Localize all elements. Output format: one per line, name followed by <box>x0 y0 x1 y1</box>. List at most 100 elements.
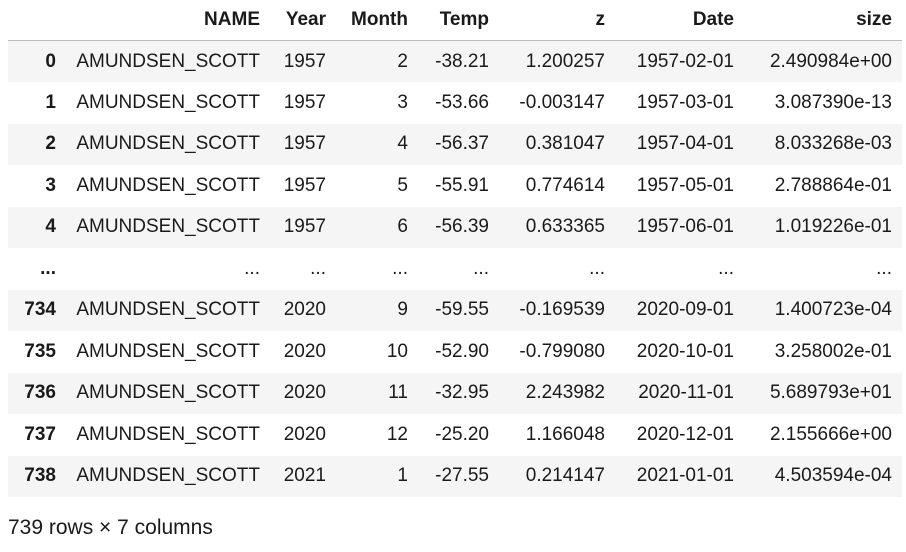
cell-name: AMUNDSEN_SCOTT <box>76 465 260 487</box>
row-index: 0 <box>45 50 56 72</box>
cell-z: 2.243982 <box>525 382 605 404</box>
cell-year: 2020 <box>283 423 326 445</box>
cell-month: 9 <box>397 299 408 321</box>
cell-name: AMUNDSEN_SCOTT <box>76 299 260 321</box>
cell-name: AMUNDSEN_SCOTT <box>76 423 260 445</box>
dataframe-shape-label: 739 rows × 7 columns <box>8 516 213 539</box>
cell-z: -0.169539 <box>519 299 605 321</box>
cell-year: 1957 <box>283 133 326 155</box>
column-header-month: Month <box>336 0 418 41</box>
row-index: 734 <box>24 299 56 321</box>
cell-z: 1.166048 <box>525 423 605 445</box>
cell-name: AMUNDSEN_SCOTT <box>76 133 260 155</box>
table-row: 737 AMUNDSEN_SCOTT 2020 12 -25.20 1.166048 202… <box>8 414 902 456</box>
table-row: 2 AMUNDSEN_SCOTT 1957 4 -56.37 0.381047 1957-0… <box>8 123 902 165</box>
cell-temp: -25.20 <box>435 423 489 445</box>
cell-name: ... <box>244 257 260 279</box>
cell-size: 2.155666e+00 <box>769 423 892 445</box>
cell-month: 11 <box>388 382 408 404</box>
table-row: 1 AMUNDSEN_SCOTT 1957 3 -53.66 -0.003147 1957-… <box>8 82 902 124</box>
cell-z: 1.200257 <box>525 50 605 72</box>
dataframe-table: NAME Year Month Temp z Date size 0 AMUNDS… <box>8 0 902 497</box>
cell-name: AMUNDSEN_SCOTT <box>76 174 260 196</box>
cell-date: 1957-03-01 <box>636 91 734 113</box>
cell-year: 2021 <box>283 465 326 487</box>
row-index: 737 <box>24 423 56 445</box>
cell-year: 2020 <box>283 299 326 321</box>
row-index: 2 <box>45 133 56 155</box>
cell-size: 5.689793e+01 <box>769 382 892 404</box>
cell-temp: -32.95 <box>435 382 489 404</box>
cell-date: 2020-10-01 <box>636 340 734 362</box>
cell-month: 12 <box>386 423 408 445</box>
table-row: 0 AMUNDSEN_SCOTT 1957 2 -38.21 1.200257 1957-0… <box>8 40 902 82</box>
row-index: ... <box>40 257 56 279</box>
cell-name: AMUNDSEN_SCOTT <box>76 382 260 404</box>
cell-date: 2020-11-01 <box>638 382 734 404</box>
cell-size: 3.087390e-13 <box>774 91 892 113</box>
cell-z: -0.003147 <box>519 91 605 113</box>
row-index: 738 <box>24 465 56 487</box>
cell-year: 2020 <box>283 382 326 404</box>
table-row: 738 AMUNDSEN_SCOTT 2021 1 -27.55 0.214147 2021… <box>8 455 902 497</box>
cell-date: 2021-01-01 <box>636 465 734 487</box>
cell-name: AMUNDSEN_SCOTT <box>76 50 260 72</box>
cell-temp: -55.91 <box>435 174 489 196</box>
column-header-z: z <box>499 0 615 41</box>
cell-date: 2020-12-01 <box>636 423 734 445</box>
table-row: 735 AMUNDSEN_SCOTT 2020 10 -52.90 -0.799080 20… <box>8 331 902 373</box>
cell-temp: -52.90 <box>435 340 489 362</box>
header-row: NAME Year Month Temp z Date size <box>8 0 902 41</box>
column-header-temp: Temp <box>418 0 499 41</box>
cell-temp: -59.55 <box>435 299 489 321</box>
cell-name: AMUNDSEN_SCOTT <box>76 216 260 238</box>
cell-date: 1957-06-01 <box>636 216 734 238</box>
cell-z: -0.799080 <box>519 340 605 362</box>
cell-date: 1957-05-01 <box>636 174 734 196</box>
row-index: 1 <box>45 91 56 113</box>
cell-month: 3 <box>397 91 408 113</box>
row-index: 4 <box>45 216 56 238</box>
column-header-size: size <box>744 0 902 41</box>
cell-temp: -56.39 <box>435 216 489 238</box>
table-row: ........................ <box>8 248 902 290</box>
cell-size: 8.033268e-03 <box>774 133 892 155</box>
cell-date: 1957-04-01 <box>636 133 734 155</box>
cell-temp: -27.55 <box>435 465 489 487</box>
cell-month: ... <box>392 257 408 279</box>
cell-year: 1957 <box>283 216 326 238</box>
cell-z: 0.214147 <box>525 465 605 487</box>
cell-year: 2020 <box>283 340 326 362</box>
cell-name: AMUNDSEN_SCOTT <box>76 91 260 113</box>
cell-name: AMUNDSEN_SCOTT <box>76 340 260 362</box>
cell-month: 4 <box>397 133 408 155</box>
cell-date: 1957-02-01 <box>636 50 734 72</box>
column-header-name: NAME <box>66 0 270 41</box>
index-header <box>8 0 66 41</box>
cell-z: 0.774614 <box>525 174 605 196</box>
cell-size: 2.490984e+00 <box>769 50 892 72</box>
cell-size: 1.400723e-04 <box>774 299 892 321</box>
cell-temp: ... <box>473 257 489 279</box>
cell-year: 1957 <box>283 174 326 196</box>
table-body: 0 AMUNDSEN_SCOTT 1957 2 -38.21 1.200257 1957-0… <box>8 40 902 497</box>
row-index: 735 <box>24 340 56 362</box>
cell-z: 0.633365 <box>525 216 605 238</box>
table-row: 4 AMUNDSEN_SCOTT 1957 6 -56.39 0.633365 1957-0… <box>8 206 902 248</box>
table-row: 3 AMUNDSEN_SCOTT 1957 5 -55.91 0.774614 1957-0… <box>8 165 902 207</box>
cell-z: ... <box>589 257 605 279</box>
cell-date: ... <box>718 257 734 279</box>
cell-temp: -56.37 <box>435 133 489 155</box>
row-index: 736 <box>24 382 56 404</box>
cell-month: 10 <box>386 340 408 362</box>
cell-size: 2.788864e-01 <box>774 174 892 196</box>
cell-z: 0.381047 <box>525 133 605 155</box>
column-header-date: Date <box>615 0 744 41</box>
dataframe-output: NAME Year Month Temp z Date size 0 AMUNDS… <box>8 0 902 497</box>
cell-size: 3.258002e-01 <box>774 340 892 362</box>
cell-size: 1.019226e-01 <box>774 216 892 238</box>
cell-month: 5 <box>397 174 408 196</box>
cell-year: ... <box>310 257 326 279</box>
table-header: NAME Year Month Temp z Date size <box>8 0 902 41</box>
table-row: 736 AMUNDSEN_SCOTT 2020 11 -32.95 2.243982 202… <box>8 372 902 414</box>
